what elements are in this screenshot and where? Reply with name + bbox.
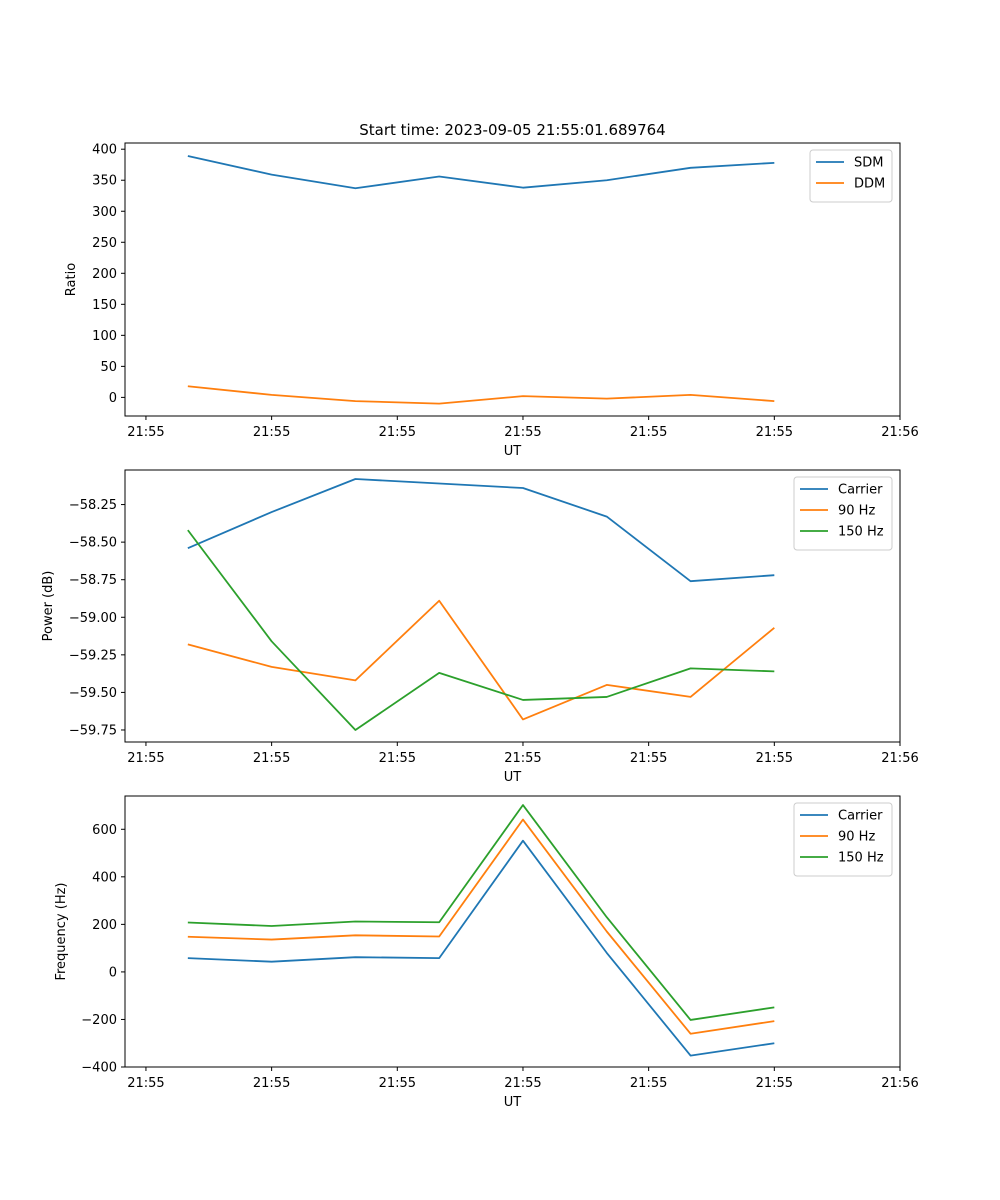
power-x-tick-label: 21:55 — [253, 751, 290, 766]
frequency-y-tick-label: −400 — [81, 1061, 117, 1076]
ratio-series-sdm-line — [187, 155, 775, 190]
frequency-series-carrier-line — [187, 839, 775, 1057]
power-x-tick-label: 21:55 — [504, 751, 541, 766]
ratio-y-tick-label: 50 — [100, 360, 117, 375]
power-y-tick-label: −59.25 — [69, 648, 117, 663]
power-x-tick-label: 21:55 — [379, 751, 416, 766]
ratio-x-axis-label: UT — [504, 444, 522, 459]
frequency-series-150-hz-line — [187, 804, 775, 1021]
ratio-series-ddm-line — [187, 385, 775, 405]
power-y-tick-label: −59.50 — [69, 686, 117, 701]
power-series-90-hz-line — [187, 599, 775, 721]
power-legend-label-90-hz: 90 Hz — [838, 504, 875, 519]
power-x-tick-label: 21:55 — [630, 751, 667, 766]
frequency-y-axis-label: Frequency (Hz) — [54, 882, 69, 980]
frequency-series-90-hz-line — [187, 818, 775, 1035]
frequency-legend-label-carrier: Carrier — [838, 809, 883, 824]
power-legend: Carrier 90 Hz 150 Hz — [793, 476, 893, 551]
frequency-x-tick-label: 21:55 — [127, 1076, 164, 1091]
frequency-y-tick-label: 200 — [92, 918, 117, 933]
ratio-y-tick-label: 0 — [109, 391, 117, 406]
ratio-legend-box — [809, 149, 893, 203]
frequency-legend-label-150-hz: 150 Hz — [838, 851, 884, 866]
frequency-x-tick-label: 21:55 — [504, 1076, 541, 1091]
frequency-x-tick-label: 21:55 — [379, 1076, 416, 1091]
ratio-panel: 21:55 21:55 21:55 21:55 21:55 21:55 21:56 0 50 10… — [64, 121, 919, 459]
ratio-y-tick-label: 300 — [92, 205, 117, 220]
frequency-y-tick-label: 600 — [92, 823, 117, 838]
power-legend-label-carrier: Carrier — [838, 483, 883, 498]
power-y-axis-label: Power (dB) — [41, 571, 56, 642]
chart-title: Start time: 2023-09-05 21:55:01.689764 — [359, 121, 665, 139]
frequency-x-tick-label: 21:55 — [630, 1076, 667, 1091]
power-y-tick-label: −59.75 — [69, 723, 117, 738]
ratio-y-axis-label: Ratio — [64, 263, 79, 296]
frequency-y-tick-label: 0 — [109, 965, 117, 980]
ratio-y-tick-label: 200 — [92, 267, 117, 282]
ratio-x-tick-label: 21:55 — [127, 425, 164, 440]
ratio-y-tick-label: 150 — [92, 298, 117, 313]
frequency-y-tick-label: −200 — [81, 1013, 117, 1028]
frequency-panel: 21:55 21:55 21:55 21:55 21:55 21:55 21:56 −400 −… — [54, 795, 919, 1110]
ratio-legend-label-sdm: SDM — [854, 156, 883, 171]
power-y-tick-label: −59.00 — [69, 611, 117, 626]
ratio-x-tick-label: 21:56 — [881, 425, 918, 440]
ratio-x-tick-label: 21:55 — [504, 425, 541, 440]
frequency-legend: Carrier 90 Hz 150 Hz — [793, 802, 893, 877]
power-axes-frame — [124, 469, 901, 743]
frequency-x-tick-label: 21:55 — [756, 1076, 793, 1091]
frequency-y-tick-label: 400 — [92, 870, 117, 885]
frequency-legend-label-90-hz: 90 Hz — [838, 830, 875, 845]
power-panel: 21:55 21:55 21:55 21:55 21:55 21:55 21:56 −58.2… — [41, 469, 919, 785]
power-x-axis-label: UT — [504, 770, 522, 785]
frequency-x-axis-label: UT — [504, 1095, 522, 1110]
frequency-x-tick-label: 21:56 — [881, 1076, 918, 1091]
ratio-y-tick-label: 250 — [92, 236, 117, 251]
ratio-legend-label-ddm: DDM — [854, 177, 885, 192]
power-y-tick-label: −58.50 — [69, 536, 117, 551]
ratio-x-tick-label: 21:55 — [379, 425, 416, 440]
power-series-150-hz-line — [187, 529, 775, 731]
frequency-x-tick-label: 21:55 — [253, 1076, 290, 1091]
power-y-tick-label: −58.75 — [69, 573, 117, 588]
frequency-axes-frame — [124, 795, 901, 1068]
ratio-y-tick-label: 100 — [92, 329, 117, 344]
ratio-y-tick-label: 350 — [92, 174, 117, 189]
power-x-tick-label: 21:56 — [881, 751, 918, 766]
power-x-tick-label: 21:55 — [756, 751, 793, 766]
ratio-x-tick-label: 21:55 — [253, 425, 290, 440]
ratio-x-tick-label: 21:55 — [756, 425, 793, 440]
power-x-tick-label: 21:55 — [127, 751, 164, 766]
power-y-tick-label: −58.25 — [69, 498, 117, 513]
ratio-y-tick-label: 400 — [92, 143, 117, 158]
ratio-legend: SDM DDM — [809, 149, 893, 203]
power-series-carrier-line — [187, 478, 775, 583]
power-legend-label-150-hz: 150 Hz — [838, 525, 884, 540]
ratio-axes-frame — [124, 142, 901, 417]
ratio-x-tick-label: 21:55 — [630, 425, 667, 440]
